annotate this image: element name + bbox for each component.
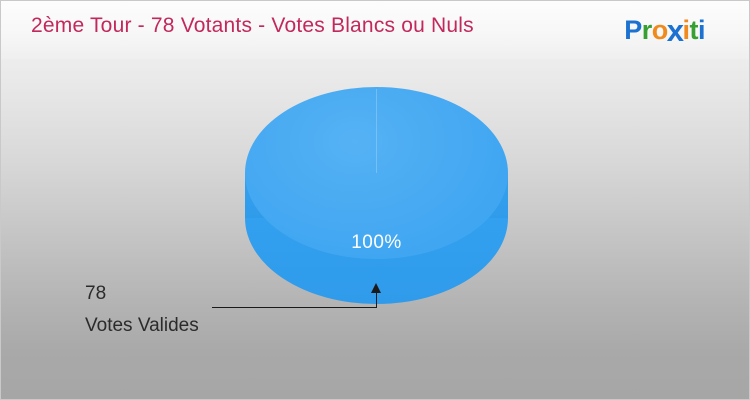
logo-letter-x: x [666, 13, 684, 48]
page-title: 2ème Tour - 78 Votants - Votes Blancs ou… [31, 14, 474, 37]
pie-graphic: 100% [245, 87, 508, 304]
proxiti-logo[interactable]: Proxiti [624, 13, 706, 48]
logo-letter-i2: i [697, 15, 706, 45]
pie-chart: 100% 78 Votes Valides Election Municipal… [1, 59, 749, 399]
pie-percent-label: 100% [351, 232, 402, 253]
pie-slice-votes-valides[interactable] [245, 87, 508, 259]
annotation-label: Votes Valides [85, 315, 199, 336]
logo-letter-p: P [624, 15, 642, 45]
pie-seam-line [376, 89, 377, 173]
leader-arrow-icon [371, 283, 381, 293]
annotation-value: 78 [85, 283, 107, 304]
logo-letter-t: t [689, 15, 698, 45]
logo-letter-i1: i [682, 15, 690, 45]
leader-line-vertical [376, 290, 377, 308]
logo-letter-o: o [651, 15, 669, 45]
header-bar: 2ème Tour - 78 Votants - Votes Blancs ou… [1, 1, 749, 59]
logo-letter-r: r [641, 15, 653, 45]
leader-line-horizontal [212, 307, 377, 308]
